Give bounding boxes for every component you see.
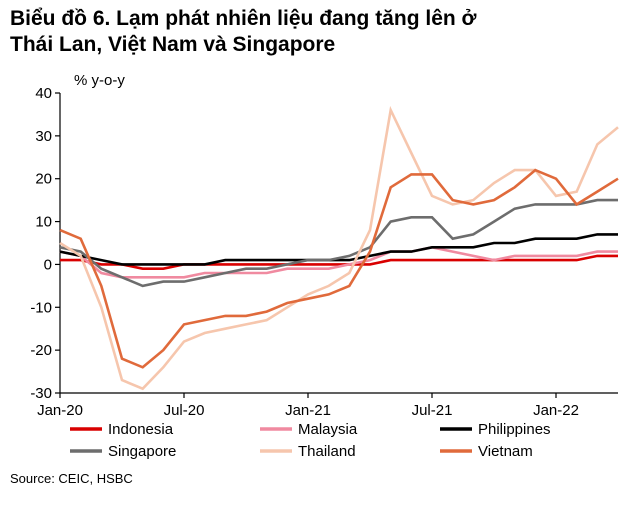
y-tick-label: 40 bbox=[35, 85, 52, 102]
series-thailand bbox=[60, 110, 618, 389]
title-line-1: Biểu đồ 6. Lạm phát nhiên liệu đang tăng… bbox=[10, 7, 476, 30]
y-tick-label: -10 bbox=[30, 299, 52, 316]
legend: Indonesia Malaysia Philippines Singapore Tha… bbox=[70, 421, 551, 460]
y-tick-label: 0 bbox=[44, 256, 52, 273]
y-tick-label: 10 bbox=[35, 213, 52, 230]
series-singapore bbox=[60, 200, 618, 286]
legend-label: Vietnam bbox=[478, 443, 533, 460]
x-tick-label: Jan-21 bbox=[285, 402, 331, 419]
y-tick-label: -30 bbox=[30, 385, 52, 402]
legend-label: Malaysia bbox=[298, 421, 358, 438]
source-text: Source: CEIC, HSBC bbox=[10, 471, 630, 486]
chart-svg: % y-o-y-30-20-10010203040Jan-20Jul-20Jan… bbox=[10, 65, 626, 465]
chart-title: Biểu đồ 6. Lạm phát nhiên liệu đang tăng… bbox=[10, 6, 630, 59]
legend-label: Indonesia bbox=[108, 421, 174, 438]
x-axis: Jan-20 Jul-20 Jan-21 Jul-21 Jan-22 bbox=[37, 393, 579, 419]
title-line-2: Thái Lan, Việt Nam và Singapore bbox=[10, 33, 335, 56]
legend-label: Thailand bbox=[298, 443, 356, 460]
y-axis: -30 -20 -10 0 10 20 30 40 bbox=[30, 85, 618, 402]
y-unit-label: % y-o-y bbox=[74, 72, 125, 89]
x-tick-label: Jan-22 bbox=[533, 402, 579, 419]
y-tick-label: -20 bbox=[30, 342, 52, 359]
legend-label: Philippines bbox=[478, 421, 551, 438]
x-tick-label: Jul-21 bbox=[412, 402, 453, 419]
y-tick-label: 30 bbox=[35, 127, 52, 144]
line-chart: % y-o-y-30-20-10010203040Jan-20Jul-20Jan… bbox=[10, 65, 630, 465]
x-tick-label: Jul-20 bbox=[164, 402, 205, 419]
series-malaysia bbox=[60, 247, 618, 277]
legend-label: Singapore bbox=[108, 443, 176, 460]
x-tick-label: Jan-20 bbox=[37, 402, 83, 419]
y-tick-label: 20 bbox=[35, 170, 52, 187]
